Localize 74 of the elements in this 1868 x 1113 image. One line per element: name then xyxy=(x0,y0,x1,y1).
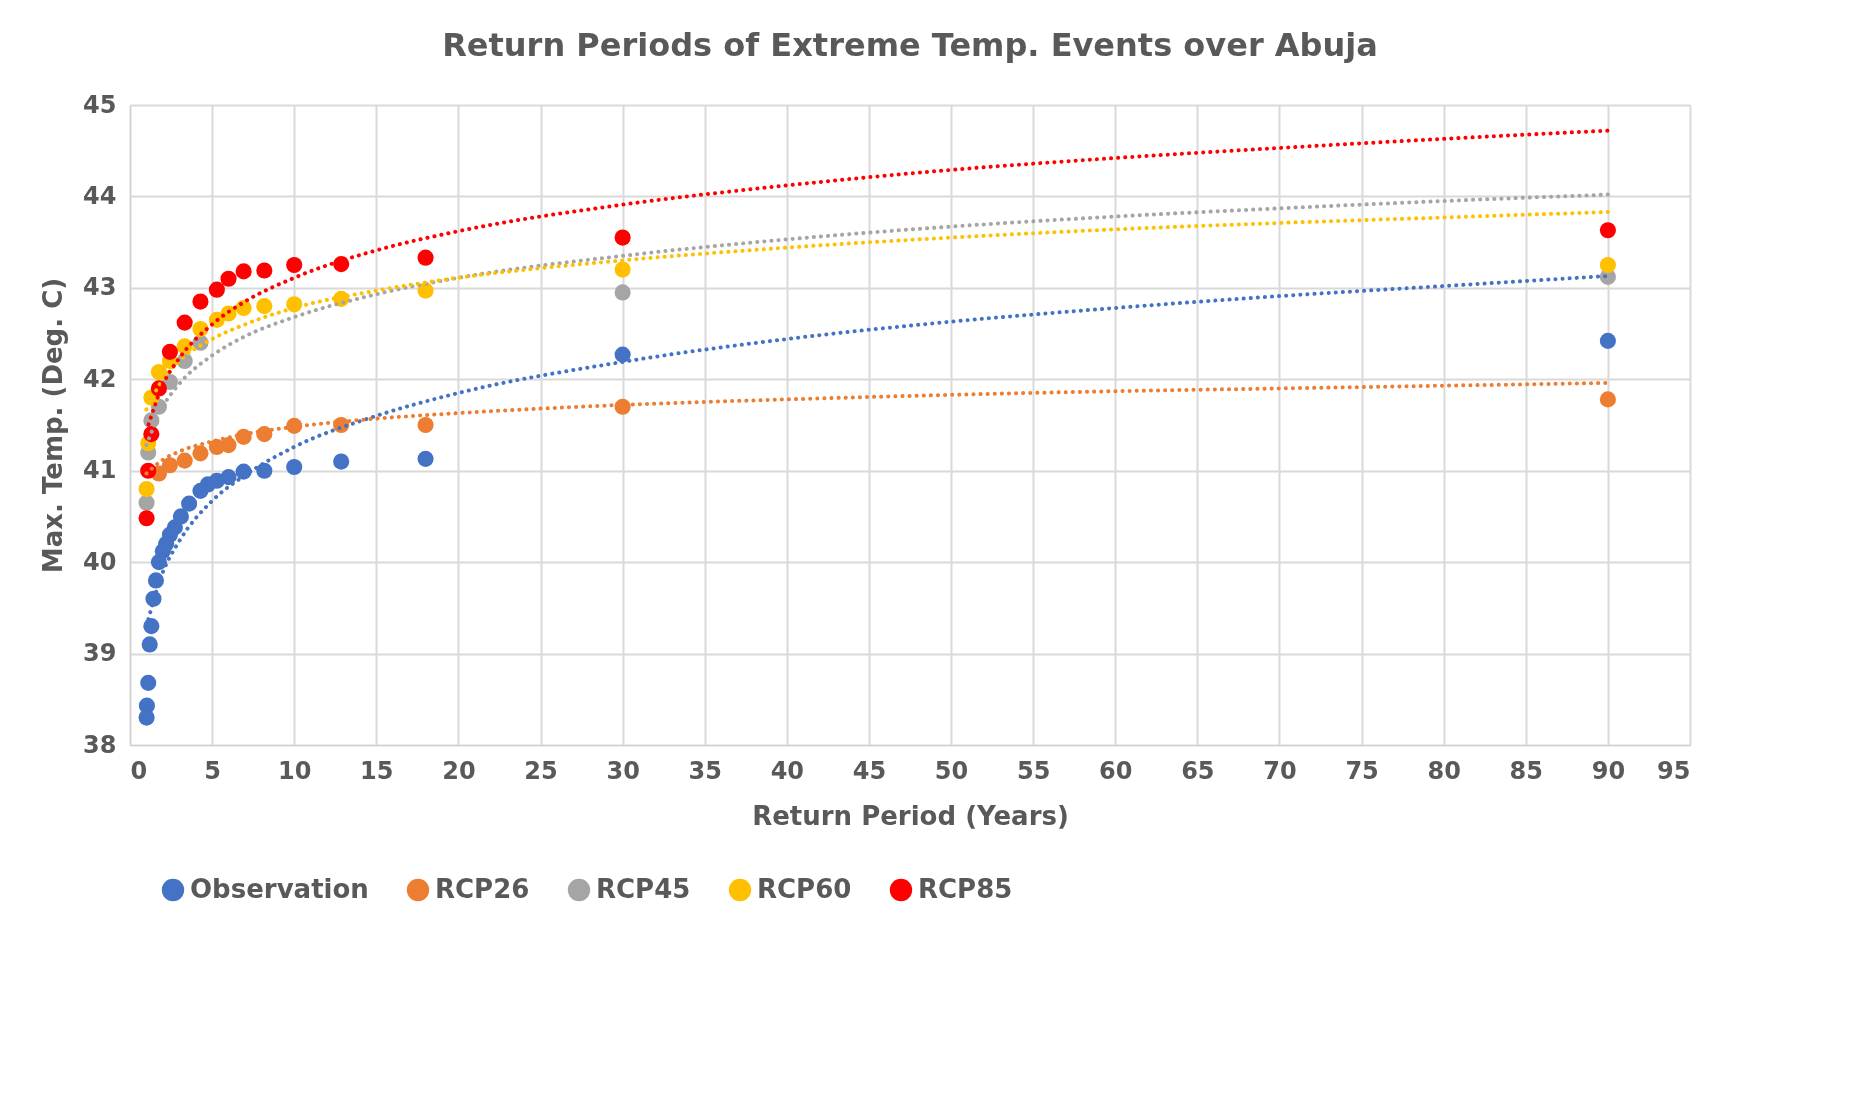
point xyxy=(208,438,225,455)
x-tick-label: 50 xyxy=(934,756,969,785)
point xyxy=(192,445,209,462)
point xyxy=(417,450,434,467)
point xyxy=(161,457,178,474)
point xyxy=(220,270,237,287)
point xyxy=(256,298,273,315)
y-tick-label: 45 xyxy=(83,90,117,119)
point xyxy=(1599,256,1616,274)
x-tick-label: 70 xyxy=(1263,756,1297,785)
x-tick-label: 20 xyxy=(442,756,476,785)
x-tick-label: 45 xyxy=(852,756,887,785)
point xyxy=(256,462,273,479)
line-series xyxy=(144,209,1610,412)
point xyxy=(176,314,193,331)
point xyxy=(614,346,631,363)
point xyxy=(181,495,198,512)
point xyxy=(286,256,303,274)
point xyxy=(208,281,225,298)
x-tick-label: 0 xyxy=(130,756,148,785)
point xyxy=(141,636,158,653)
legend-label: RCP60 xyxy=(757,874,852,904)
point xyxy=(150,554,167,571)
legend-label: Observation xyxy=(190,874,369,904)
point xyxy=(614,229,631,246)
point xyxy=(256,262,273,279)
point xyxy=(192,293,209,310)
x-tick-label: 80 xyxy=(1427,756,1461,785)
point xyxy=(176,452,193,469)
x-tick-label: 10 xyxy=(278,756,312,785)
y-tick-label: 39 xyxy=(83,639,117,668)
point xyxy=(138,709,155,726)
point xyxy=(1599,332,1616,349)
point xyxy=(1599,391,1616,408)
point xyxy=(333,453,350,470)
legend-label: RCP26 xyxy=(435,874,530,904)
point xyxy=(286,459,303,476)
x-tick-label: 60 xyxy=(1099,756,1133,785)
y-tick-label: 38 xyxy=(83,730,117,759)
x-tick-label: 95 xyxy=(1657,756,1691,785)
point xyxy=(140,674,157,691)
x-tick-label: 65 xyxy=(1181,756,1215,785)
x-tick-label: 40 xyxy=(770,756,805,785)
point xyxy=(150,363,167,381)
point xyxy=(417,416,434,434)
point xyxy=(138,510,155,527)
point xyxy=(1599,222,1616,239)
legend-label: RCP45 xyxy=(596,874,691,904)
point xyxy=(235,263,252,280)
point xyxy=(161,343,178,360)
y-tick-label: 44 xyxy=(83,181,117,210)
legend-label: RCP85 xyxy=(918,874,1013,904)
point xyxy=(138,480,155,498)
point xyxy=(192,482,209,499)
point xyxy=(138,494,155,511)
x-tick-label: 75 xyxy=(1345,756,1379,785)
x-tick-label: 25 xyxy=(524,756,558,785)
x-axis-title: Return Period (Years) xyxy=(752,800,1069,831)
y-tick-label: 43 xyxy=(83,273,117,302)
point xyxy=(417,249,434,266)
y-tick-label: 41 xyxy=(83,456,117,485)
x-tick-label: 55 xyxy=(1016,756,1051,785)
x-tick-label: 35 xyxy=(688,756,722,785)
y-tick-label: 42 xyxy=(83,364,117,393)
x-tick-label: 30 xyxy=(606,756,640,785)
chart-title: Return Periods of Extreme Temp. Events over Abuja xyxy=(442,26,1378,64)
y-axis-title: Max. Temp. (Deg. C) xyxy=(38,277,69,574)
y-tick-label: 40 xyxy=(83,547,117,576)
x-tick-label: 5 xyxy=(204,756,221,785)
point xyxy=(614,284,631,301)
x-tick-label: 85 xyxy=(1509,756,1543,785)
x-tick-label: 90 xyxy=(1591,756,1626,785)
x-tick-label: 15 xyxy=(360,756,394,785)
point xyxy=(614,261,631,278)
